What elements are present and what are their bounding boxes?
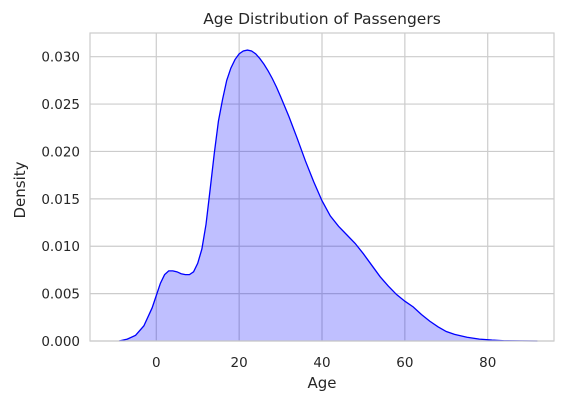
- y-axis-title: Density: [11, 161, 29, 218]
- x-axis-title: Age: [307, 374, 336, 392]
- x-tick-label: 20: [231, 355, 248, 371]
- plot-frame: [89, 32, 555, 342]
- y-tick-label: 0.000: [41, 334, 80, 350]
- x-tick-label: 0: [152, 355, 161, 371]
- y-tick-label: 0.020: [41, 144, 80, 160]
- y-tick-label: 0.005: [41, 287, 80, 303]
- density-area: [119, 50, 538, 342]
- x-tick-label: 80: [479, 355, 496, 371]
- y-tick-label: 0.030: [41, 50, 80, 66]
- y-tick-label: 0.010: [41, 239, 80, 255]
- y-tick-label: 0.025: [41, 97, 80, 113]
- density-line: [118, 49, 538, 342]
- y-axis-ticks: 0.000 0.005 0.010 0.015 0.020 0.025 0.030: [41, 50, 80, 350]
- x-tick-label: 60: [396, 355, 413, 371]
- chart-title: Age Distribution of Passengers: [203, 10, 441, 28]
- x-tick-label: 40: [313, 355, 330, 371]
- y-tick-label: 0.015: [41, 192, 80, 208]
- plot-area: [118, 49, 538, 342]
- x-axis-ticks: 0 20 40 60 80: [152, 355, 496, 371]
